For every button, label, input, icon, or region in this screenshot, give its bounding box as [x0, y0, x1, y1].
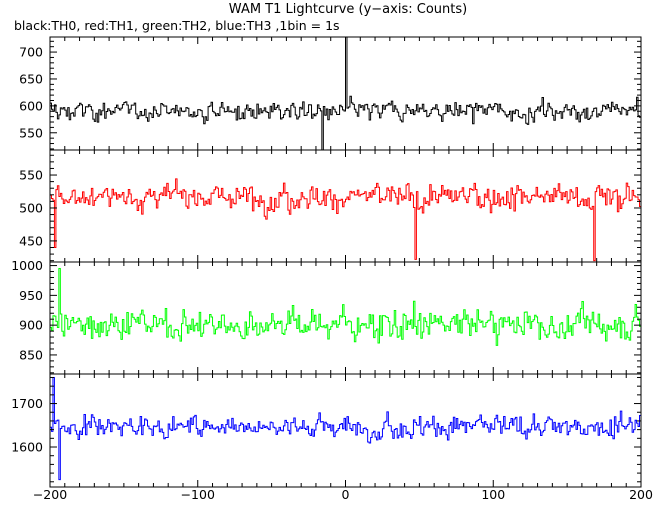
series-th3-line — [50, 376, 641, 481]
x-tick-label: 200 — [629, 487, 653, 502]
chart-subtitle: black:TH0, red:TH1, green:TH2, blue:TH3 … — [14, 18, 340, 33]
y-tick-label: 600 — [19, 98, 43, 113]
panel-th1: 450 500 550 — [19, 149, 642, 263]
x-tick-label: 0 — [342, 487, 350, 502]
panel-th0: 550 600 650 700 — [19, 36, 642, 151]
x-tick-label: −100 — [181, 487, 215, 502]
y-tick-label: 1700 — [11, 396, 43, 411]
y-tick-label: 500 — [19, 200, 43, 215]
y-tick-label: 700 — [19, 45, 43, 60]
y-tick-label: 650 — [19, 71, 43, 86]
x-axis: −200 −100 0 100 200 — [33, 487, 653, 502]
y-tick-label: 450 — [19, 233, 43, 248]
y-tick-label: 850 — [19, 347, 43, 362]
series-th0-line — [50, 37, 641, 150]
y-tick-label: 950 — [19, 288, 43, 303]
panel-th3: 1600 1700 — [11, 373, 642, 488]
series-th2-line — [50, 268, 641, 346]
series-th1-line — [50, 178, 641, 262]
panels-group: 550 600 650 700 450 500 550 850 900 950 1000 1600 17… — [11, 36, 642, 488]
x-tick-label: −200 — [33, 487, 67, 502]
y-tick-label: 900 — [19, 318, 43, 333]
x-tick-label: 100 — [481, 487, 505, 502]
y-tick-label: 550 — [19, 125, 43, 140]
y-tick-label: 1600 — [11, 440, 43, 455]
y-tick-label: 1000 — [11, 258, 43, 273]
panel-th2: 850 900 950 1000 — [11, 258, 642, 375]
chart-title: WAM T1 Lightcurve (y−axis: Counts) — [229, 2, 467, 17]
y-tick-label: 550 — [19, 168, 43, 183]
